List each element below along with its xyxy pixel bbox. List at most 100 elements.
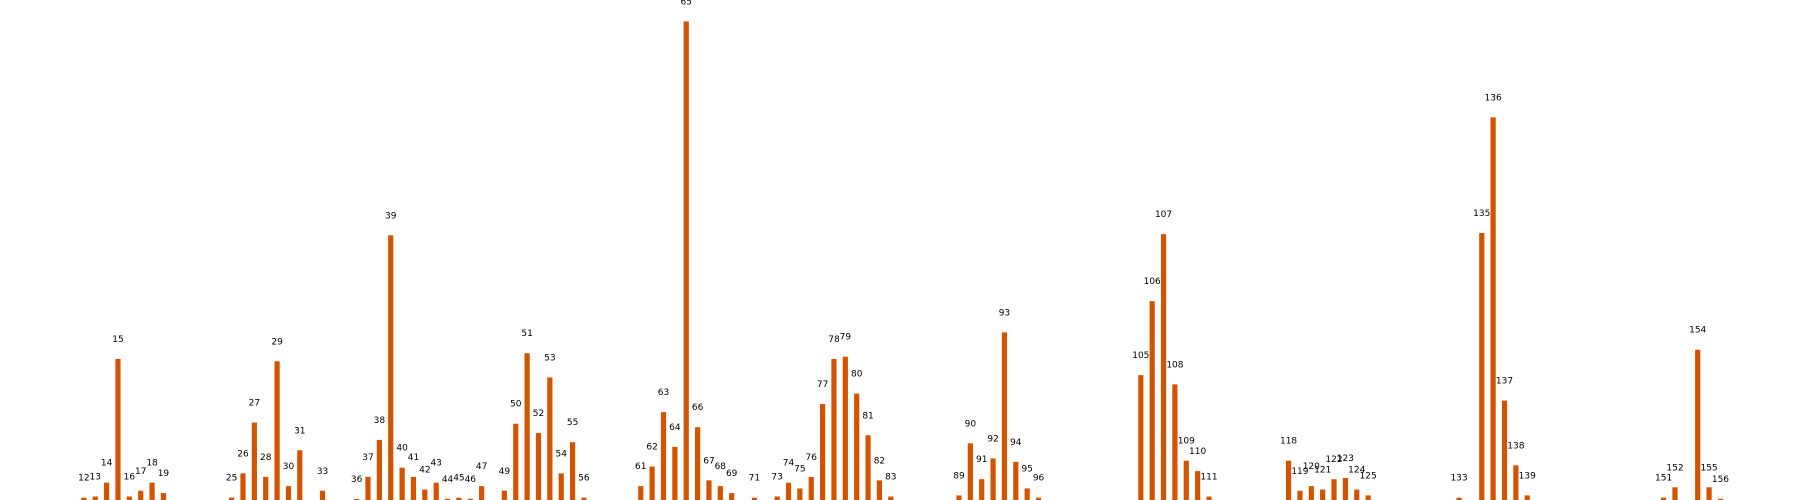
bar-91 bbox=[979, 479, 985, 500]
bar-41 bbox=[410, 476, 417, 500]
bar-label-121: 121 bbox=[1314, 466, 1331, 476]
bar-label-31: 31 bbox=[294, 426, 305, 436]
bar-label-155: 155 bbox=[1700, 463, 1717, 473]
bar-40 bbox=[399, 467, 405, 500]
bar-19 bbox=[160, 493, 167, 500]
bar-30 bbox=[285, 486, 292, 500]
bar-label-47: 47 bbox=[476, 462, 487, 472]
bar-label-54: 54 bbox=[555, 449, 567, 459]
bar-94 bbox=[1013, 461, 1019, 500]
bar-label-50: 50 bbox=[510, 400, 522, 410]
bar-label-16: 16 bbox=[124, 473, 136, 483]
bar-83 bbox=[888, 496, 894, 500]
bar-label-45: 45 bbox=[453, 474, 464, 484]
bar-label-79: 79 bbox=[840, 333, 852, 343]
bar-118 bbox=[1285, 460, 1292, 500]
bar-28 bbox=[263, 476, 269, 500]
bar-label-109: 109 bbox=[1178, 437, 1195, 447]
bar-label-29: 29 bbox=[271, 337, 283, 347]
bar-122 bbox=[1331, 479, 1337, 500]
bar-78 bbox=[831, 358, 837, 500]
bar-152 bbox=[1672, 487, 1678, 500]
bar-13 bbox=[92, 496, 98, 500]
bar-75 bbox=[797, 488, 803, 500]
bar-120 bbox=[1308, 486, 1314, 500]
bar-label-40: 40 bbox=[396, 444, 408, 454]
bar-138 bbox=[1513, 465, 1519, 500]
bar-label-96: 96 bbox=[1033, 474, 1045, 484]
bar-label-71: 71 bbox=[749, 474, 760, 484]
bar-label-107: 107 bbox=[1155, 210, 1172, 220]
bar-label-93: 93 bbox=[999, 308, 1010, 318]
bar-label-14: 14 bbox=[101, 459, 113, 469]
bar-45 bbox=[456, 497, 462, 500]
bar-label-83: 83 bbox=[885, 473, 896, 483]
bar-110 bbox=[1195, 471, 1201, 500]
bar-label-18: 18 bbox=[146, 459, 158, 469]
bar-15 bbox=[115, 358, 121, 500]
bar-label-139: 139 bbox=[1519, 471, 1536, 481]
bar-49 bbox=[501, 490, 507, 500]
bar-46 bbox=[467, 498, 473, 500]
bar-106 bbox=[1149, 301, 1155, 500]
bar-154 bbox=[1695, 349, 1701, 500]
bar-17 bbox=[138, 490, 144, 500]
bar-label-90: 90 bbox=[965, 419, 977, 429]
bar-label-125: 125 bbox=[1360, 471, 1377, 481]
bar-73 bbox=[774, 496, 780, 500]
bar-81 bbox=[865, 435, 871, 500]
bar-label-65: 65 bbox=[681, 0, 692, 7]
bar-93 bbox=[1001, 332, 1008, 500]
bar-66 bbox=[694, 427, 701, 500]
bar-label-123: 123 bbox=[1337, 454, 1354, 464]
bar-label-94: 94 bbox=[1010, 438, 1022, 448]
bar-12 bbox=[81, 497, 87, 500]
bar-label-42: 42 bbox=[419, 466, 430, 476]
bar-119 bbox=[1297, 490, 1303, 500]
bar-label-120: 120 bbox=[1303, 462, 1320, 472]
bar-18 bbox=[149, 482, 155, 500]
bar-label-67: 67 bbox=[703, 456, 714, 466]
bar-label-119: 119 bbox=[1291, 467, 1308, 477]
bar-label-64: 64 bbox=[669, 423, 681, 433]
bar-label-106: 106 bbox=[1144, 277, 1161, 287]
bar-label-68: 68 bbox=[715, 462, 727, 472]
bar-50 bbox=[513, 423, 519, 500]
bar-label-136: 136 bbox=[1485, 93, 1502, 103]
bar-label-56: 56 bbox=[578, 474, 590, 484]
bar-label-19: 19 bbox=[158, 469, 170, 479]
bar-64 bbox=[672, 446, 678, 500]
bar-25 bbox=[229, 497, 235, 500]
bar-label-51: 51 bbox=[521, 329, 532, 339]
bar-76 bbox=[808, 476, 814, 500]
bar-80 bbox=[854, 393, 860, 500]
bar-123 bbox=[1342, 478, 1348, 500]
bar-77 bbox=[820, 404, 826, 500]
bar-label-49: 49 bbox=[499, 467, 511, 477]
bar-label-152: 152 bbox=[1666, 463, 1683, 473]
bar-79 bbox=[842, 356, 848, 500]
bar-label-81: 81 bbox=[862, 411, 873, 421]
bar-label-80: 80 bbox=[851, 370, 863, 380]
bar-label-82: 82 bbox=[874, 456, 885, 466]
bar-105 bbox=[1138, 375, 1144, 500]
bar-62 bbox=[649, 466, 655, 500]
bar-155 bbox=[1706, 487, 1712, 500]
bar-label-17: 17 bbox=[135, 467, 146, 477]
bar-label-41: 41 bbox=[408, 453, 419, 463]
bar-label-69: 69 bbox=[726, 469, 738, 479]
bar-label-95: 95 bbox=[1021, 464, 1032, 474]
bar-label-15: 15 bbox=[112, 335, 123, 345]
bar-label-63: 63 bbox=[658, 388, 669, 398]
bar-label-38: 38 bbox=[374, 416, 386, 426]
bar-31 bbox=[297, 450, 303, 500]
bar-label-53: 53 bbox=[544, 353, 555, 363]
bar-135 bbox=[1479, 232, 1485, 500]
bar-124 bbox=[1354, 489, 1360, 500]
bar-label-138: 138 bbox=[1507, 441, 1524, 451]
bar-139 bbox=[1524, 495, 1530, 500]
bar-54 bbox=[558, 473, 564, 500]
bar-109 bbox=[1183, 460, 1189, 500]
